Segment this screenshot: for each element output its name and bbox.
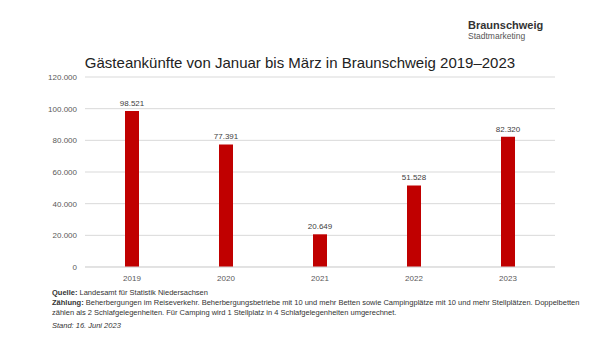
html-text:Stadtmarketing: Stadtmarketing	[468, 30, 526, 41]
svg-text:80.000: 80.000	[53, 136, 78, 145]
html-text:Gästeankünfte von Januar bis M: Gästeankünfte von Januar bis März in Bra…	[84, 54, 516, 71]
svg-text:82.320: 82.320	[496, 125, 521, 134]
html-text:Zählung: Beherbergungen im Rei: Zählung: Beherbergungen im Reiseverkehr.…	[52, 297, 580, 317]
html-text:Quelle: Landesamt für Statisti: Quelle: Landesamt für Statistik Niedersa…	[52, 288, 208, 297]
svg-text:51.528: 51.528	[402, 173, 427, 182]
svg-text:20.649: 20.649	[308, 222, 333, 231]
svg-text:100.000: 100.000	[48, 105, 77, 114]
svg-text:77.391: 77.391	[214, 132, 239, 141]
svg-text:60.000: 60.000	[53, 168, 78, 177]
svg-text:2019: 2019	[123, 274, 141, 283]
svg-text:2020: 2020	[217, 274, 235, 283]
svg-text:20.000: 20.000	[53, 231, 78, 240]
html-text:Braunschweig: Braunschweig	[468, 19, 544, 31]
svg-text:120.000: 120.000	[48, 73, 77, 82]
svg-text:2023: 2023	[499, 274, 517, 283]
svg-text:0: 0	[73, 263, 78, 272]
svg-text:40.000: 40.000	[53, 200, 78, 209]
svg-text:2022: 2022	[405, 274, 423, 283]
svg-text:98.521: 98.521	[120, 99, 145, 108]
html-text:Stand: 16. Juni 2023: Stand: 16. Juni 2023	[52, 321, 121, 331]
svg-text:2021: 2021	[311, 274, 329, 283]
